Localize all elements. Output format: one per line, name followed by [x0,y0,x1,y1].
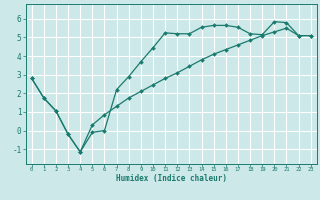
X-axis label: Humidex (Indice chaleur): Humidex (Indice chaleur) [116,174,227,183]
